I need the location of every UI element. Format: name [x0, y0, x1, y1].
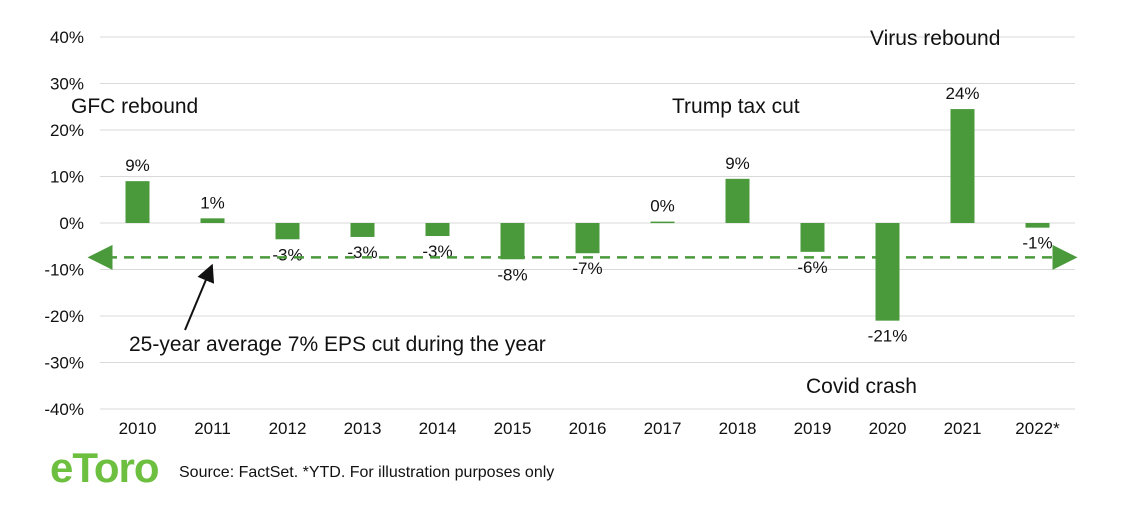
annotation-trump-tax-cut: Trump tax cut [672, 95, 800, 118]
bar-2017 [650, 221, 675, 224]
y-tick-label: 30% [50, 75, 84, 94]
data-label: -7% [572, 259, 602, 278]
x-tick-label: 2013 [344, 419, 382, 438]
source-note: Source: FactSet. *YTD. For illustration … [179, 464, 555, 481]
x-tick-label: 2017 [644, 419, 682, 438]
data-label: -8% [497, 265, 527, 284]
x-tick-label: 2022* [1015, 419, 1060, 438]
data-label: 1% [200, 193, 225, 212]
data-label: -3% [272, 245, 302, 264]
average-pointer-arrow [184, 263, 215, 331]
etoro-logo: eToro [50, 446, 160, 490]
y-tick-label: 20% [50, 121, 84, 140]
y-tick-label: 40% [50, 28, 84, 47]
bar-2011 [200, 218, 225, 223]
bar-2015 [500, 223, 525, 260]
data-label: 24% [945, 84, 979, 103]
annotation-gfc-rebound: GFC rebound [71, 95, 198, 118]
data-label: 0% [650, 197, 675, 216]
data-labels: 9%1%-3% -3% -3%-8% -7%0%9%-6%-21%24%-1% [125, 84, 1052, 346]
x-tick-label: 2021 [944, 419, 982, 438]
x-tick-label: 2011 [194, 419, 231, 438]
bar-2012 [275, 223, 300, 240]
data-label: -1% [1022, 234, 1052, 253]
annotation-average: 25-year average 7% EPS cut during the ye… [129, 333, 546, 356]
data-label: -6% [797, 258, 827, 277]
y-tick-label: -10% [44, 261, 84, 280]
x-tick-label: 2016 [569, 419, 607, 438]
x-tick-label: 2019 [794, 419, 832, 438]
data-label: -21% [868, 327, 908, 346]
x-tick-label: 2012 [269, 419, 307, 438]
bar-2014 [425, 223, 450, 237]
y-tick-label: 10% [50, 168, 84, 187]
bar-2010 [125, 181, 150, 223]
x-axis: 2010 2011 2012 2013 2014 2015 2016 2017 2018 2019… [119, 419, 1061, 438]
bar-2013 [350, 223, 375, 237]
annotation-virus-rebound: Virus rebound [870, 27, 1000, 50]
bar-2021 [950, 109, 975, 223]
data-label: 9% [725, 154, 750, 173]
bar-2019 [800, 223, 825, 252]
svg-text:eToro: eToro [50, 446, 159, 490]
bar-2016 [575, 223, 600, 254]
x-tick-label: 2014 [419, 419, 457, 438]
annotation-covid-crash: Covid crash [806, 375, 917, 398]
bars [125, 109, 1050, 321]
bar-2018 [725, 178, 750, 223]
x-tick-label: 2015 [494, 419, 532, 438]
y-tick-label: -30% [44, 354, 84, 373]
x-tick-label: 2020 [869, 419, 907, 438]
data-label: 9% [125, 156, 150, 175]
y-tick-label: 0% [59, 214, 84, 233]
eps-revision-chart: -40% -30% -20% -10% 0% 10% 20% 30% 40% 9% 1% -3% -3… [44, 27, 1078, 438]
y-axis: -40% -30% -20% -10% 0% 10% 20% 30% 40% [44, 28, 84, 419]
bar-2022 [1025, 223, 1050, 228]
x-tick-label: 2010 [119, 419, 157, 438]
x-tick-label: 2018 [719, 419, 757, 438]
bar-2020 [875, 223, 900, 321]
y-tick-label: -20% [44, 307, 84, 326]
y-tick-label: -40% [44, 400, 84, 419]
data-label: -3% [347, 243, 377, 262]
